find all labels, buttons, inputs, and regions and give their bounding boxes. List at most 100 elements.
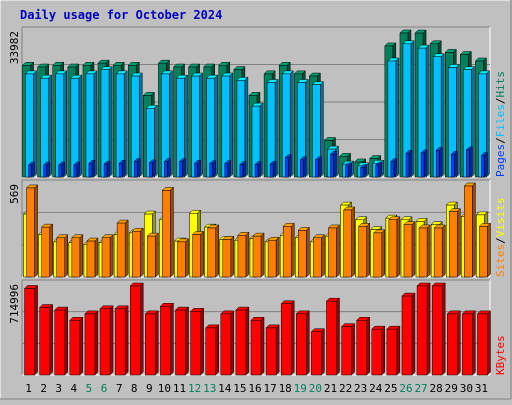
bar-kbytes <box>175 309 186 376</box>
bar-sites <box>101 237 111 278</box>
bar-pages <box>239 164 244 178</box>
y-tick-label: 569 <box>8 184 21 204</box>
day-label: 15 <box>233 382 246 395</box>
bar-kbytes-side <box>215 324 219 376</box>
bar-kbytes <box>54 309 65 376</box>
bar-pages-side <box>303 156 307 178</box>
legend-item-pages: Pages <box>494 144 507 177</box>
bar-sites-side <box>124 219 129 278</box>
bar-sites-side <box>64 234 68 278</box>
bar-pages <box>360 167 364 178</box>
bar-sites <box>373 232 383 278</box>
bar-sites <box>358 226 367 278</box>
bar-sites <box>222 239 232 278</box>
bar-pages <box>284 157 289 178</box>
day-label: 3 <box>55 382 62 395</box>
day-label: 4 <box>71 382 78 395</box>
bar-pages <box>420 152 425 178</box>
bar-pages <box>300 159 304 178</box>
bar-sites-side <box>351 206 355 278</box>
bar-pages <box>481 155 485 178</box>
bar-sites-side <box>79 234 84 278</box>
day-label: 13 <box>203 382 216 395</box>
bar-pages-side <box>182 157 186 178</box>
bar-sites-side <box>139 227 144 278</box>
bar-sites <box>479 226 488 278</box>
bar-pages <box>209 163 213 178</box>
bar-kbytes <box>265 327 277 376</box>
bar-kbytes-side <box>245 306 250 376</box>
bar-kbytes-side <box>336 297 340 376</box>
bar-sites <box>328 227 337 278</box>
bar-pages-side <box>423 149 428 178</box>
bar-sites <box>71 237 81 278</box>
bar-sites-side <box>34 184 38 278</box>
legend-bottom: KBytes <box>494 335 507 375</box>
bar-kbytes <box>84 313 96 376</box>
bar-pages-side <box>31 161 35 178</box>
bar-kbytes <box>145 313 156 376</box>
day-label: 9 <box>146 382 153 395</box>
bar-pages-side <box>121 159 126 178</box>
bar-pages-side <box>152 159 156 178</box>
bar-kbytes-side <box>411 292 416 376</box>
y-tick-label: 33982 <box>8 31 21 64</box>
bar-sites <box>298 230 307 278</box>
bar-kbytes-side <box>64 306 68 376</box>
bar-kbytes <box>326 300 337 376</box>
bar-kbytes <box>416 285 428 376</box>
bar-pages-side <box>227 160 232 178</box>
bar-pages-side <box>333 150 337 178</box>
bar-sites-side <box>441 224 446 278</box>
bar-kbytes-side <box>275 324 280 376</box>
bar-sites-side <box>472 182 476 278</box>
bar-kbytes-side <box>79 316 84 376</box>
bar-sites <box>388 219 398 278</box>
bar-kbytes <box>477 313 488 376</box>
bar-pages <box>451 153 455 178</box>
bar-sites-side <box>336 224 340 278</box>
bar-sites-side <box>155 232 159 278</box>
bar-sites <box>177 241 186 278</box>
bar-kbytes-side <box>109 305 114 376</box>
bar-sites <box>192 234 201 278</box>
bar-kbytes-side <box>49 303 53 376</box>
day-label: 10 <box>158 382 171 395</box>
bar-sites <box>147 235 156 278</box>
bar-pages <box>315 159 319 178</box>
bar-sites-side <box>230 235 235 278</box>
bar-sites-side <box>215 224 219 278</box>
bar-sites <box>313 237 322 278</box>
day-label: 28 <box>430 382 443 395</box>
bar-kbytes <box>401 295 413 376</box>
legend-item-hits: Hits <box>494 71 507 98</box>
bar-sites <box>282 226 292 278</box>
bar-pages-side <box>378 161 383 178</box>
bar-pages-side <box>136 157 141 178</box>
bar-kbytes <box>129 285 141 376</box>
bar-pages <box>269 163 274 178</box>
bar-kbytes <box>386 328 398 376</box>
bar-pages <box>73 164 78 178</box>
day-label: 11 <box>173 382 186 395</box>
day-label: 22 <box>339 382 352 395</box>
legend-item-separator: / <box>494 137 507 144</box>
panel-sites-visits: 569 Sites/Visits <box>8 179 507 278</box>
bar-pages <box>330 153 334 178</box>
bar-kbytes-side <box>396 325 401 376</box>
day-label: 8 <box>131 382 138 395</box>
day-label: 21 <box>324 382 337 395</box>
bar-files-side <box>108 65 113 178</box>
bar-pages-side <box>167 157 171 178</box>
bar-kbytes <box>205 327 216 376</box>
bar-sites-side <box>487 222 491 278</box>
bar-pages-side <box>46 161 50 178</box>
bar-sites <box>116 222 126 278</box>
bar-kbytes <box>447 313 458 376</box>
bar-sites <box>207 227 216 278</box>
bar-sites-side <box>366 222 370 278</box>
bar-sites-side <box>381 229 386 278</box>
day-label: 27 <box>414 382 427 395</box>
day-label: 30 <box>460 382 473 395</box>
